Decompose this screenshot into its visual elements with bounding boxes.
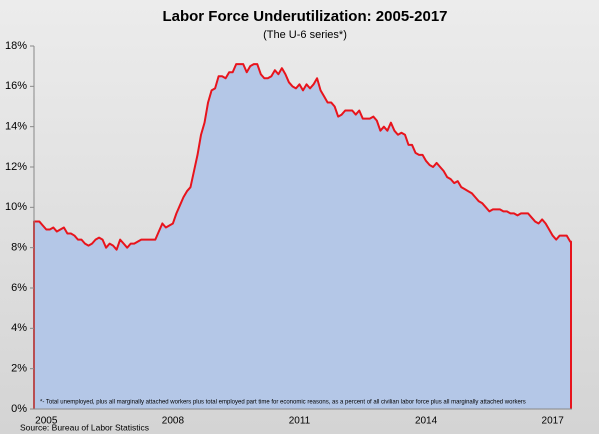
y-tick-label: 16% (5, 80, 27, 92)
y-tick-label: 2% (11, 363, 27, 375)
x-tick-label: 2014 (415, 416, 438, 427)
x-tick-label: 2008 (162, 416, 185, 427)
y-tick-label: 14% (5, 121, 27, 133)
y-tick-label: 6% (11, 282, 27, 294)
plot: 0% 2% 4% 6% 8% 10% 12% 14% 16% 18% 2005 2008 2011 201… (5, 40, 572, 427)
footnote: *- Total unemployed, plus all marginally… (40, 400, 526, 406)
y-tick-label: 18% (5, 40, 27, 52)
chart-title: Labor Force Underutilization: 2005-2017 (162, 8, 447, 25)
x-tick-label: 2017 (542, 416, 565, 427)
area (34, 64, 571, 410)
y-tick-label: 10% (5, 201, 27, 213)
y-tick-label: 12% (5, 161, 27, 173)
source: Source: Bureau of Labor Statistics (20, 422, 149, 432)
y-tick-label: 8% (11, 242, 27, 254)
y-tick-label: 4% (11, 322, 27, 334)
chart-subtitle: (The U-6 series*) (263, 29, 347, 41)
x-tick-label: 2005 (35, 416, 58, 427)
line (33, 63, 572, 409)
y-tick-label: 0% (11, 403, 27, 415)
x-tick-label: 2011 (289, 416, 311, 427)
